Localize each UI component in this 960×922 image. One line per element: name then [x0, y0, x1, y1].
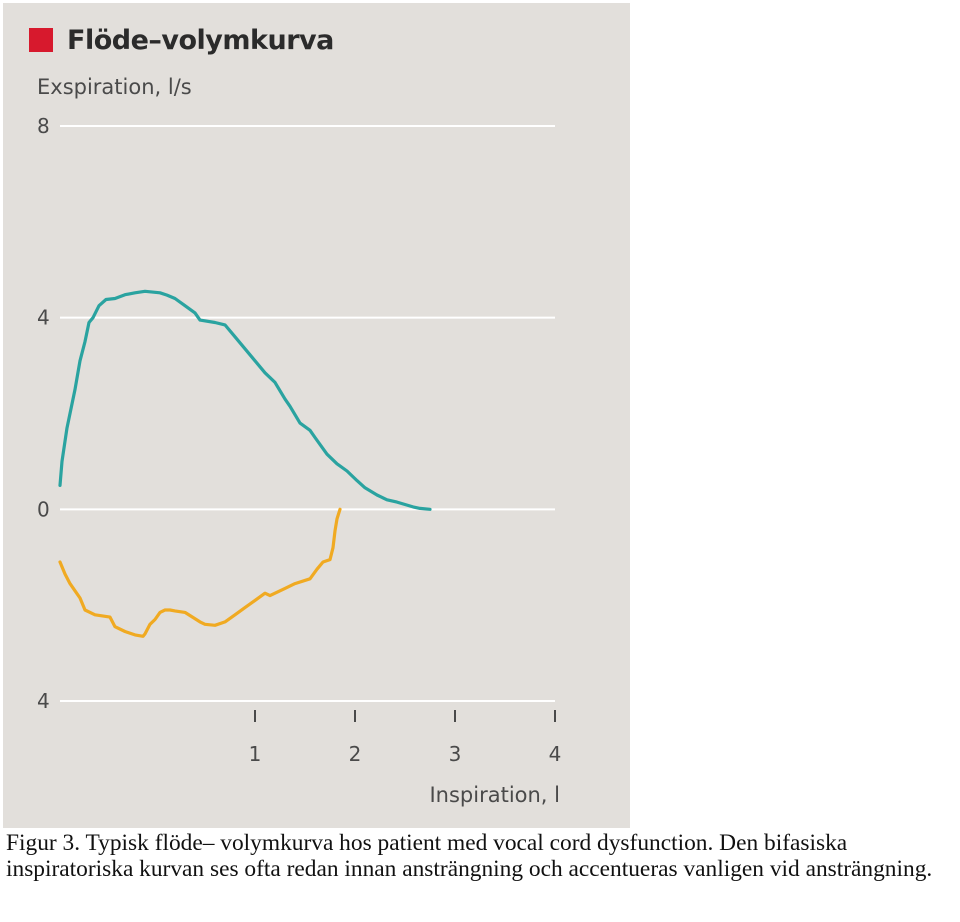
gridlines [60, 125, 555, 702]
expiration-curve [58, 289, 432, 511]
x-tick-label: 1 [249, 742, 262, 766]
y-tick-labels: 8 4 0 4 [37, 114, 50, 713]
x-tick-label: 3 [449, 742, 462, 766]
x-ticks: 1 2 3 4 [249, 710, 562, 766]
y-tick-label: 4 [37, 306, 50, 330]
y-tick-label: 0 [37, 497, 50, 521]
title-marker-square [29, 28, 53, 52]
chart-figure: Flöde–volymkurva Exspiration, l/s Inspir… [3, 3, 630, 828]
x-axis-label: Inspiration, l [429, 783, 560, 807]
chart-plot: 8 4 0 4 1 2 3 4 [37, 114, 562, 766]
inspiration-curve [58, 507, 342, 638]
x-tick-label: 2 [349, 742, 362, 766]
chart-title-row: Flöde–volymkurva [29, 20, 334, 60]
series-lines [58, 289, 432, 638]
figure-caption: Figur 3. Typisk flöde– volymkurva hos pa… [6, 830, 933, 882]
y-tick-label: 4 [37, 689, 50, 713]
x-tick-label: 4 [549, 742, 562, 766]
y-tick-label: 8 [37, 114, 50, 138]
chart-title: Flöde–volymkurva [67, 24, 334, 56]
y-axis-label: Exspiration, l/s [37, 75, 192, 99]
